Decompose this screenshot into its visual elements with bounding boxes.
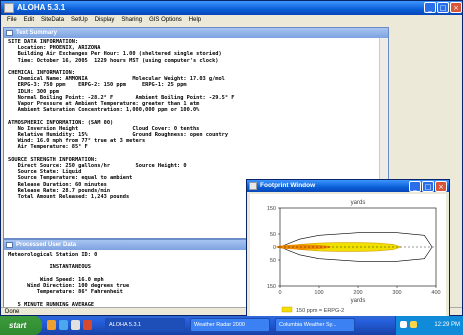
summary-line: Ambient Saturation Concentration: 1,000,… [8, 107, 200, 114]
maximize-icon[interactable]: □ [422, 181, 434, 192]
summary-line: SITE DATA INFORMATION: [8, 39, 79, 45]
clock: 12:29 PM [434, 322, 460, 328]
summary-line: Time: October 16, 2005 1229 hours MST (u… [8, 57, 219, 64]
processed-line: 5 MINUTE RUNNING AVERAGE [8, 301, 95, 308]
maximize-icon[interactable]: □ [437, 2, 449, 13]
minimize-icon[interactable]: _ [424, 2, 436, 13]
aloha-main-window: ALOHA 5.3.1 _ □ × File Edit SiteData Set… [0, 0, 463, 316]
status-text: Done [5, 309, 20, 315]
y-unit-label: yards [351, 200, 366, 206]
volume-icon[interactable] [410, 321, 417, 328]
footprint-window: Footprint Window _ □ × yards 150 50 0 50 150 0… [246, 179, 450, 317]
start-button[interactable]: start [0, 316, 42, 335]
menu-help[interactable]: Help [188, 17, 202, 23]
menu-setup[interactable]: SetUp [71, 17, 88, 23]
summary-line: Release Rate: 28.7 pounds/min [8, 187, 111, 194]
minimize-icon[interactable]: _ [409, 181, 421, 192]
processed-user-data-body: Meteorological Station ID: 0 INSTANTANEO… [8, 252, 243, 314]
text-summary-title: Text Summary [16, 30, 57, 36]
menu-edit[interactable]: Edit [23, 17, 35, 23]
summary-line: Total Amount Released: 1,243 pounds [8, 194, 130, 201]
legend-swatch [281, 306, 293, 313]
processed-user-data-title-bar[interactable]: Processed User Data [4, 240, 246, 250]
text-summary-title-bar[interactable]: Text Summary [4, 28, 388, 38]
processed-line: Meteorological Station ID: 0 [8, 252, 98, 258]
taskbar-button-aloha[interactable]: ALOHA 5.3.1 [105, 318, 185, 332]
document-icon [6, 242, 13, 248]
summary-line: Source Temperature: equal to ambient [8, 175, 133, 182]
quick-launch-icon[interactable] [47, 320, 56, 330]
y-tick-label: 150 [267, 284, 276, 290]
x-tick-label: 100 [314, 290, 323, 296]
menu-display[interactable]: Display [94, 17, 115, 23]
summary-line: ERPG-3: 750 ppm ERPG-2: 150 ppm ERPG-1: … [8, 82, 187, 89]
quick-launch-icon[interactable] [71, 320, 80, 330]
summary-line: Normal Boiling Point: -28.2° F Ambient B… [8, 94, 235, 101]
menu-file[interactable]: File [7, 17, 17, 23]
summary-line: Relative Humidity: 15% Ground Roughness:… [8, 132, 229, 139]
close-icon[interactable]: × [435, 181, 447, 192]
summary-line: Air Temperature: 85° F [8, 144, 88, 151]
summary-line: Location: PHOENIX, ARIZONA [8, 45, 101, 52]
summary-line: Source State: Liquid [8, 169, 82, 176]
quick-launch-icon[interactable] [83, 320, 92, 330]
footprint-plot-area: yards 150 50 0 50 150 0 100 200 300 400 yards 150 pp… [250, 194, 446, 316]
summary-line: Release Duration: 60 minutes [8, 181, 107, 188]
vertical-scrollbar[interactable] [379, 38, 388, 238]
summary-line: ATMOSPHERIC INFORMATION: (SAM 00) [8, 119, 114, 126]
system-tray: 12:29 PM [395, 316, 463, 335]
summary-line: CHEMICAL INFORMATION: [8, 70, 75, 77]
document-icon [6, 30, 13, 36]
x-axis-label: yards [351, 298, 366, 304]
legend-label: 150 ppm = ERPG-2 [296, 308, 344, 314]
taskbar: start ALOHA 5.3.1 Weather Radar 2000 Col… [0, 316, 463, 335]
summary-line: IDLH: 300 ppm [8, 88, 60, 95]
menu-gis-options[interactable]: GIS Options [149, 17, 182, 23]
summary-line: Building Air Exchanges Per Hour: 1.00 (s… [8, 51, 222, 58]
network-icon[interactable] [400, 321, 407, 328]
close-icon[interactable]: × [450, 2, 462, 13]
text-summary-body: SITE DATA INFORMATION: Location: PHOENIX… [8, 39, 373, 238]
main-window-title: ALOHA 5.3.1 [17, 3, 66, 12]
plume-core [276, 244, 331, 250]
processed-line: Wind Direction: 100 degrees true [8, 283, 130, 290]
y-tick-label: 50 [270, 232, 276, 238]
taskbar-button-weather-radar[interactable]: Weather Radar 2000 [190, 318, 270, 332]
footprint-title: Footprint Window [260, 182, 316, 189]
summary-line: No Inversion Height Cloud Cover: 0 tenth… [8, 125, 200, 132]
y-tick-label: 0 [273, 245, 276, 251]
x-tick-label: 0 [278, 290, 281, 296]
processed-line: Temperature: 86° Fahrenheit [8, 289, 123, 296]
footprint-title-bar[interactable]: Footprint Window _ □ × [247, 180, 449, 192]
processed-user-data-window: Processed User Data Meteorological Stati… [3, 239, 247, 315]
y-tick-label: 50 [270, 258, 276, 264]
processed-line: Wind Speed: 16.0 mph [8, 276, 104, 283]
quick-launch-icon[interactable] [59, 320, 68, 330]
processed-user-data-title: Processed User Data [16, 242, 77, 248]
x-tick-label: 400 [431, 290, 440, 296]
app-icon [4, 3, 14, 13]
summary-line: Chemical Name: AMMONIA Molecular Weight:… [8, 76, 225, 83]
menu-bar: File Edit SiteData SetUp Display Sharing… [1, 15, 462, 26]
menu-sitedata[interactable]: SiteData [41, 17, 65, 23]
taskbar-button-columbia-weather[interactable]: Columbia Weather Sy... [275, 318, 355, 332]
processed-line: INSTANTANEOUS [8, 264, 91, 271]
x-tick-label: 300 [392, 290, 401, 296]
menu-sharing[interactable]: Sharing [121, 17, 143, 23]
y-tick-label: 150 [267, 206, 276, 212]
status-bar: Done [1, 307, 462, 315]
footprint-icon [249, 182, 257, 190]
main-title-bar[interactable]: ALOHA 5.3.1 _ □ × [1, 1, 462, 15]
summary-line: Vapor Pressure at Ambient Temperature: g… [8, 101, 200, 108]
x-tick-label: 200 [353, 290, 362, 296]
summary-line: Wind: 16.0 mph from 77° true at 3 meters [8, 138, 146, 145]
summary-line: Direct Source: 250 gallons/hr Source Hei… [8, 163, 187, 170]
summary-line: SOURCE STRENGTH INFORMATION: [8, 156, 98, 163]
